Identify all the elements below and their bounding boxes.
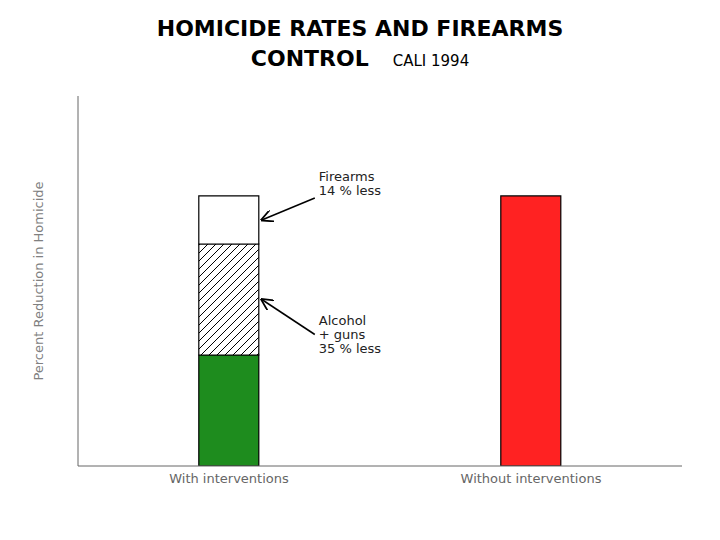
svg-text:With interventions: With interventions xyxy=(169,471,289,486)
html-text:HOMICIDE RATES AND FIREARMS: HOMICIDE RATES AND FIREARMS xyxy=(156,16,564,41)
svg-text:Firearms14 % less: Firearms14 % less xyxy=(319,169,382,198)
svg-text:Without interventions: Without interventions xyxy=(461,471,602,486)
html-text:CONTROL: CONTROL xyxy=(250,46,369,71)
svg-text:Percent Reduction in Homicide: Percent Reduction in Homicide xyxy=(31,181,46,380)
html-text:CALI 1994: CALI 1994 xyxy=(392,52,470,70)
svg-text:Alcohol+ guns35 % less: Alcohol+ guns35 % less xyxy=(319,313,382,356)
